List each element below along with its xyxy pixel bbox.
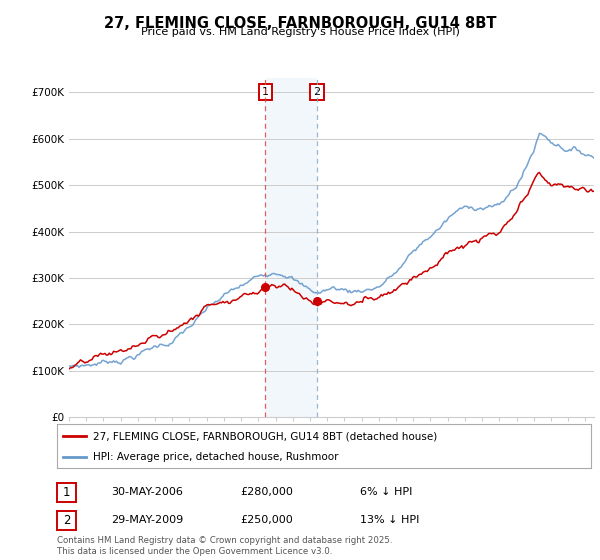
Text: 30-MAY-2006: 30-MAY-2006 <box>111 487 183 497</box>
Text: 2: 2 <box>313 87 320 97</box>
Text: 6% ↓ HPI: 6% ↓ HPI <box>360 487 412 497</box>
Text: £280,000: £280,000 <box>240 487 293 497</box>
Text: Contains HM Land Registry data © Crown copyright and database right 2025.
This d: Contains HM Land Registry data © Crown c… <box>57 536 392 556</box>
Text: Price paid vs. HM Land Registry's House Price Index (HPI): Price paid vs. HM Land Registry's House … <box>140 27 460 38</box>
Text: 13% ↓ HPI: 13% ↓ HPI <box>360 515 419 525</box>
Text: £250,000: £250,000 <box>240 515 293 525</box>
Text: 1: 1 <box>262 87 269 97</box>
Text: HPI: Average price, detached house, Rushmoor: HPI: Average price, detached house, Rush… <box>94 452 339 462</box>
Text: 2: 2 <box>63 514 70 527</box>
Text: 29-MAY-2009: 29-MAY-2009 <box>111 515 183 525</box>
Bar <box>265 78 317 417</box>
Text: 27, FLEMING CLOSE, FARNBOROUGH, GU14 8BT: 27, FLEMING CLOSE, FARNBOROUGH, GU14 8BT <box>104 16 496 31</box>
Text: 27, FLEMING CLOSE, FARNBOROUGH, GU14 8BT (detached house): 27, FLEMING CLOSE, FARNBOROUGH, GU14 8BT… <box>94 431 437 441</box>
Text: 1: 1 <box>63 486 70 499</box>
